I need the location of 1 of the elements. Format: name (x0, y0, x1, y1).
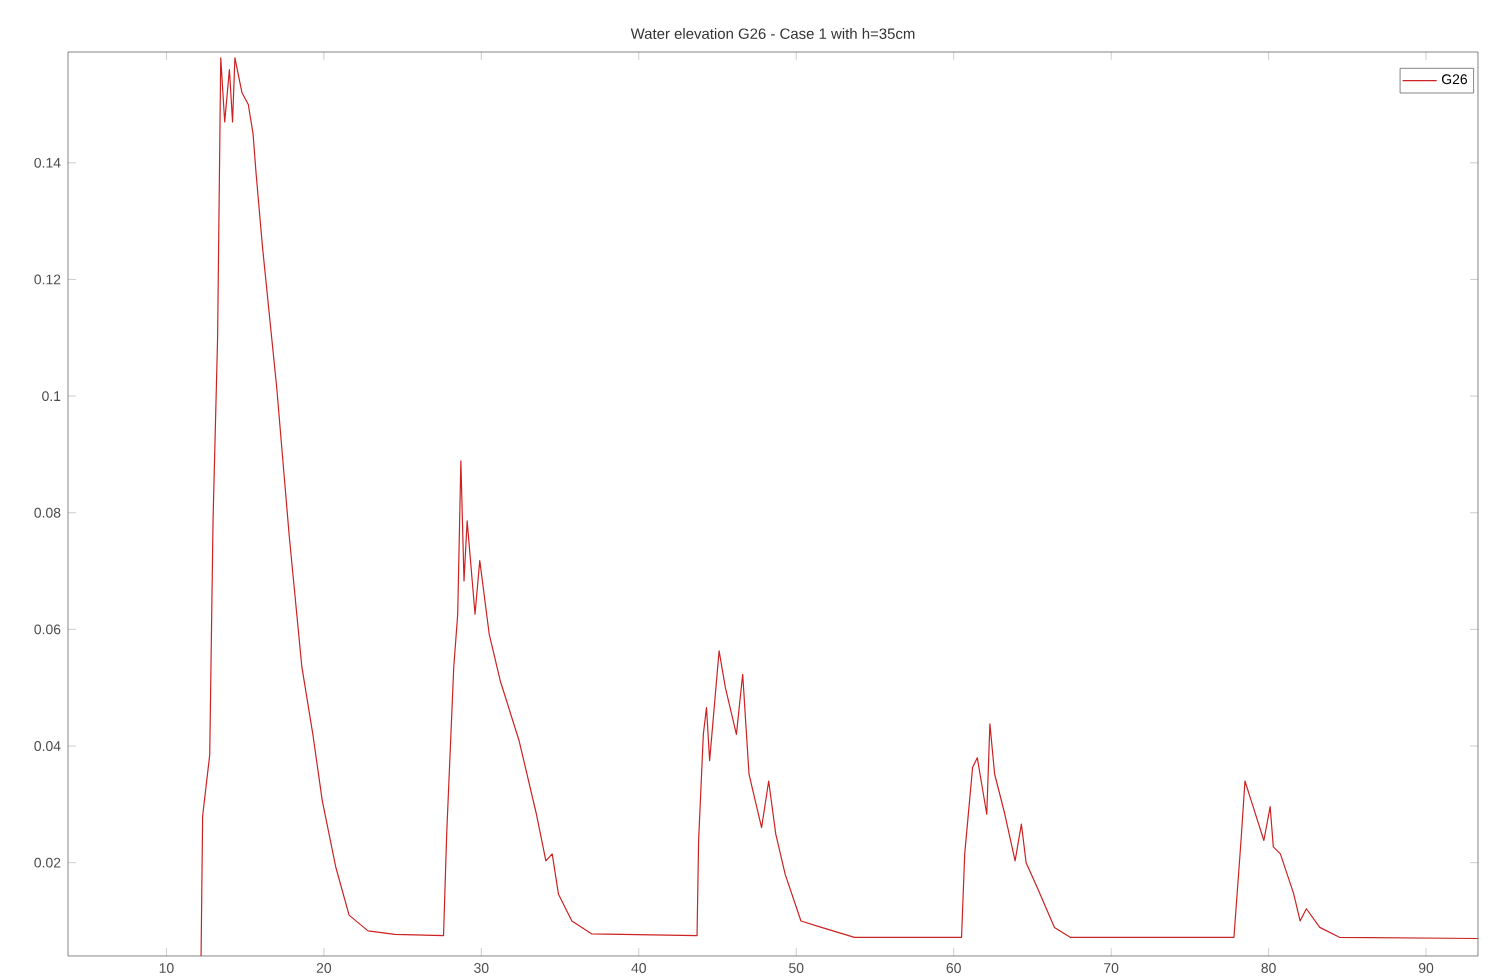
line-series (200, 57, 1478, 957)
